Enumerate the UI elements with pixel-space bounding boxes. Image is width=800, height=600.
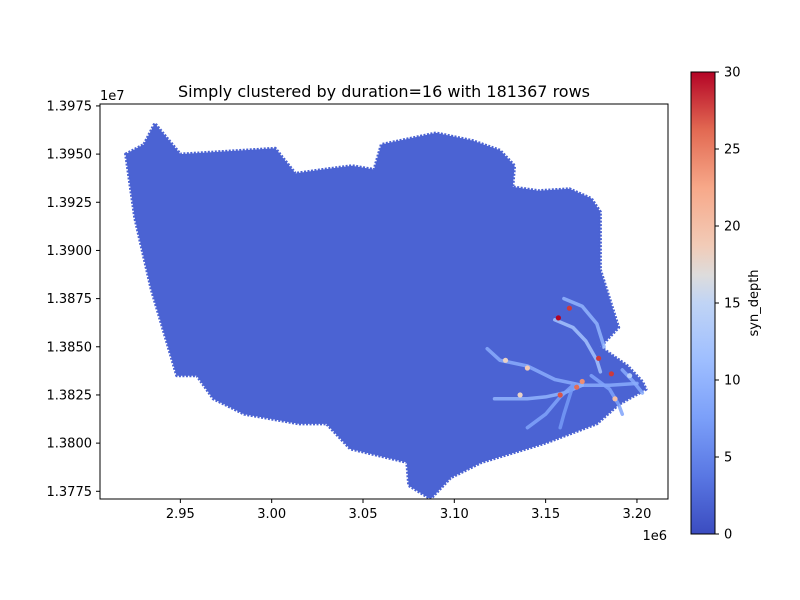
y-tick-label: 1.3925 <box>47 196 93 211</box>
plot-area <box>124 121 648 499</box>
x-tick-label: 3.20 <box>622 507 651 522</box>
y-offset-label: 1e7 <box>100 89 125 104</box>
y-tick-label: 1.3850 <box>47 340 93 355</box>
hotspot-point <box>557 392 563 398</box>
colorbar-tick-label: 0 <box>724 528 732 543</box>
hotspot-point <box>608 371 615 377</box>
y-tick-label: 1.3800 <box>47 437 93 452</box>
x-tick-label: 3.05 <box>349 507 378 522</box>
y-tick-label: 1.3875 <box>47 292 93 307</box>
hotspot-point <box>555 315 562 321</box>
y-tick-label: 1.3975 <box>47 99 93 114</box>
channel-points <box>553 318 603 374</box>
colorbar-axis: 0 5 10 15 20 25 30 <box>715 66 741 543</box>
channel-points <box>620 368 645 395</box>
region-points <box>124 121 648 499</box>
chart-title: Simply clustered by duration=16 with 181… <box>178 82 590 101</box>
hotspot-point <box>574 384 580 390</box>
x-axis: 2.95 3.00 3.05 3.10 3.15 3.20 <box>166 499 651 522</box>
hotspot-point <box>612 396 618 402</box>
hotspot-point <box>502 357 509 363</box>
colorbar-tick-label: 10 <box>724 374 741 389</box>
hotspot-point <box>517 392 523 398</box>
colorbar-tick-label: 15 <box>724 297 741 312</box>
y-axis: 1.3775 1.3800 1.3825 1.3850 1.3875 1.3900 1.39… <box>47 99 100 500</box>
colorbar-tick-label: 25 <box>724 143 741 158</box>
y-tick-label: 1.3775 <box>47 485 93 500</box>
y-tick-label: 1.3950 <box>47 148 93 163</box>
colorbar-tick-label: 30 <box>724 66 741 81</box>
plot-frame <box>99 103 669 500</box>
channel-points <box>558 383 575 430</box>
y-tick-label: 1.3900 <box>47 244 93 259</box>
x-tick-label: 2.95 <box>166 507 195 522</box>
channel-points <box>525 383 575 430</box>
hotspot-point <box>524 365 531 371</box>
hotspot-point <box>566 305 573 311</box>
x-offset-label: 1e6 <box>642 529 667 544</box>
x-tick-label: 3.10 <box>440 507 469 522</box>
hotspot-point <box>596 355 602 361</box>
y-tick-label: 1.3825 <box>47 388 93 403</box>
colorbar-tick-label: 5 <box>724 451 732 466</box>
colorbar <box>690 71 716 535</box>
channel-points <box>485 346 639 388</box>
colorbar-tick-label: 20 <box>724 220 741 235</box>
hotspot-point <box>627 373 633 379</box>
x-tick-label: 3.15 <box>531 507 560 522</box>
colorbar-label: syn_depth <box>747 269 762 336</box>
hotspot-point <box>579 378 585 385</box>
channel-points <box>562 296 606 349</box>
x-tick-label: 3.00 <box>257 507 286 522</box>
